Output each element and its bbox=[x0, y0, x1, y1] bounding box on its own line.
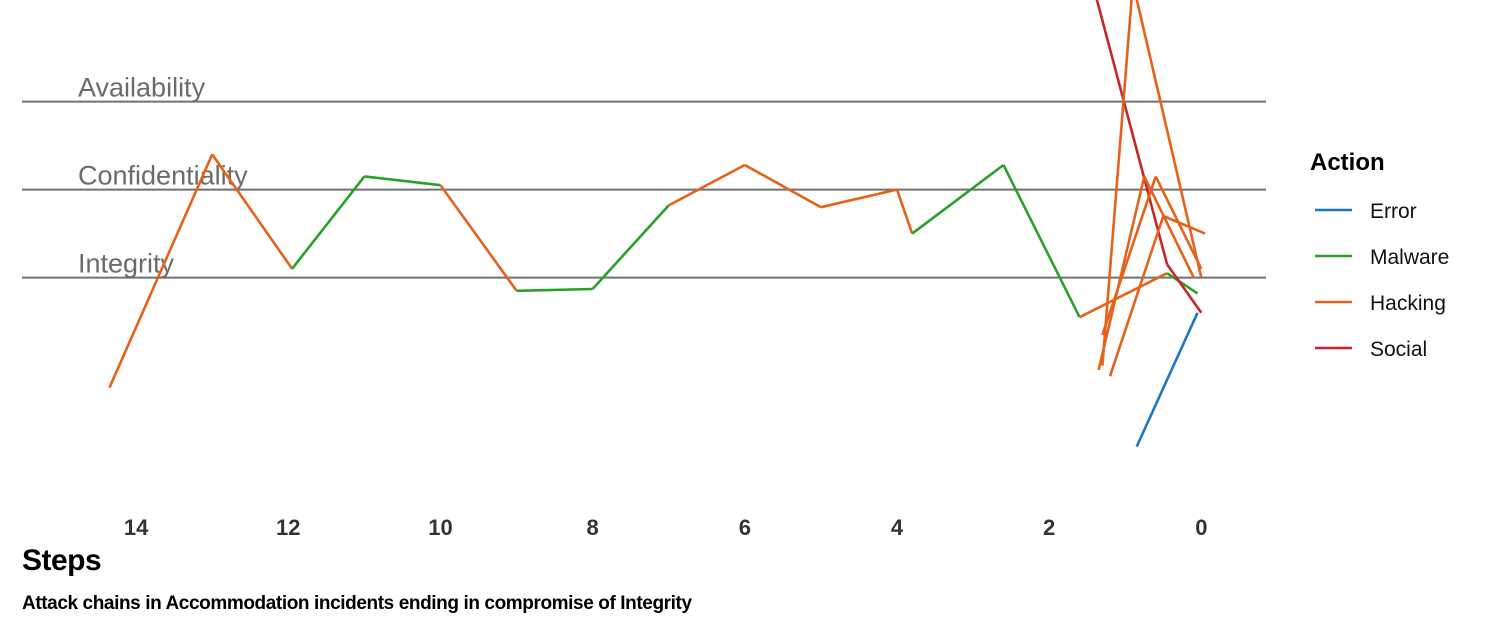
segment-malware-5 bbox=[516, 287, 593, 293]
segment-hacking-1 bbox=[211, 153, 294, 270]
segment-hacking-22 bbox=[1162, 214, 1206, 235]
segment-hacking-13 bbox=[1079, 272, 1168, 319]
segment-hacking-19 bbox=[1097, 176, 1146, 371]
legend-label-malware: Malware bbox=[1370, 246, 1449, 269]
segment-hacking-10 bbox=[895, 189, 914, 235]
segment-hacking-23 bbox=[1101, 0, 1133, 366]
segment-social-15 bbox=[1095, 0, 1169, 265]
segment-hacking-0 bbox=[108, 153, 214, 389]
segment-malware-3 bbox=[364, 175, 441, 187]
segment-hacking-9 bbox=[820, 188, 898, 209]
x-tick-4: 4 bbox=[891, 515, 904, 540]
segment-hacking-24 bbox=[1135, 0, 1203, 278]
segment-malware-6 bbox=[591, 204, 670, 290]
x-tick-8: 8 bbox=[587, 515, 599, 540]
segment-malware-12 bbox=[1002, 164, 1081, 318]
x-axis-label: Steps bbox=[22, 544, 102, 577]
x-tick-2: 2 bbox=[1043, 515, 1055, 540]
x-tick-6: 6 bbox=[739, 515, 751, 540]
segment-hacking-8 bbox=[744, 163, 822, 209]
chain-segments bbox=[108, 0, 1206, 448]
segment-social-16 bbox=[1166, 263, 1203, 314]
x-tick-0: 0 bbox=[1195, 515, 1207, 540]
legend-title: Action bbox=[1310, 149, 1385, 176]
segment-malware-11 bbox=[911, 163, 1005, 235]
band-label-confidentiality: Confidentiality bbox=[78, 161, 248, 191]
chart-caption: Attack chains in Accommodation incidents… bbox=[22, 593, 692, 614]
band-label-availability: Availability bbox=[78, 73, 206, 103]
segment-malware-14 bbox=[1166, 272, 1199, 295]
segment-hacking-4 bbox=[439, 184, 518, 292]
segment-hacking-17 bbox=[1101, 175, 1157, 336]
legend-label-hacking: Hacking bbox=[1370, 292, 1446, 315]
segment-hacking-20 bbox=[1143, 175, 1195, 279]
x-tick-14: 14 bbox=[124, 515, 149, 540]
segment-hacking-21 bbox=[1108, 215, 1165, 377]
x-axis-ticks: 14 12 10 8 6 4 2 0 bbox=[124, 515, 1208, 540]
legend-label-social: Social bbox=[1370, 338, 1427, 361]
segment-malware-2 bbox=[291, 175, 366, 270]
legend: Action Error Malware Hacking Social bbox=[1310, 149, 1449, 361]
segment-hacking-7 bbox=[668, 163, 746, 207]
x-tick-10: 10 bbox=[428, 515, 452, 540]
legend-label-error: Error bbox=[1370, 200, 1417, 223]
x-tick-12: 12 bbox=[276, 515, 300, 540]
segment-error-25 bbox=[1135, 312, 1199, 448]
